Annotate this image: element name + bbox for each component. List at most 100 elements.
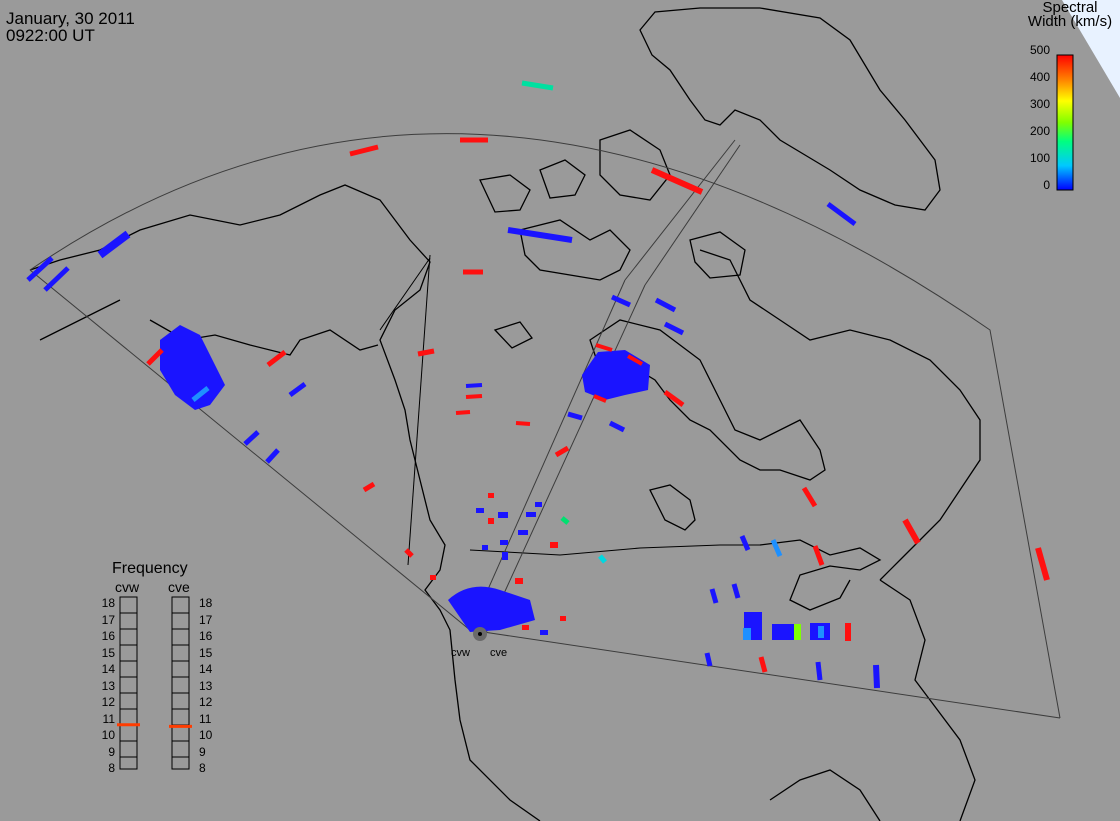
radar-site-label-cve: cve [490,647,508,659]
alaska-westcoast [29,184,541,821]
color-scale-tick: 300 [1029,97,1050,111]
east-coast [879,579,976,821]
frequency-level-label: 15 [199,645,213,660]
gauge-ticks [120,612,189,758]
color-scale-title-2: Width (km/s) [1027,13,1113,30]
speckle [488,493,494,498]
frequency-level-label: 13 [101,678,115,693]
arctic-island-5 [689,231,746,279]
frequency-title: Frequency [112,560,188,577]
streak [43,266,70,292]
near-range-fan [448,586,535,632]
arctic-island-3 [479,174,531,213]
radar-site-label-cvw: cvw [451,647,470,659]
backscatter-greatlakes-cluster [743,612,851,641]
streak [650,167,704,195]
frequency-level-label: 8 [199,761,206,775]
frequency-level-label: 12 [101,695,115,709]
us-canada-border [469,544,760,556]
block [794,624,801,640]
streak [97,230,131,259]
frequency-radar-label-cvw: cvw [115,579,140,595]
arctic-island-2 [599,129,671,201]
streak [731,583,741,599]
speckle [518,530,528,535]
speckle [526,512,536,517]
frequency-level-label: 11 [102,711,115,726]
streak [758,656,768,673]
arctic-island-4 [539,159,586,199]
backscatter-central-cluster [582,343,650,403]
streak [191,386,210,402]
corner-fold [1062,0,1120,98]
speckle [535,502,542,507]
frequency-level-label: 13 [199,678,213,693]
speckle [540,630,548,635]
speckle [488,518,494,524]
time-label: 0922:00 UT [6,26,95,45]
streak [265,448,280,464]
streak [595,343,613,352]
frequency-level-label: 10 [101,728,115,742]
radar-site-dot [478,632,482,636]
streak [627,354,643,366]
frequency-level-label: 12 [199,695,213,709]
streak [709,588,719,604]
streak [812,545,825,566]
speckle [515,578,523,584]
coastlines [29,7,981,821]
color-scale-tick: 100 [1029,151,1050,165]
frequency-gauges [117,596,192,770]
streak [288,381,307,398]
streak [417,348,435,357]
streak [554,445,570,458]
frequency-level-label: 8 [108,761,115,775]
fov-beam-2-ext [644,144,741,286]
gauge-cvw [119,596,138,770]
frequency-level-label: 16 [101,629,115,643]
yukon-border [379,257,431,331]
streak [663,389,685,408]
streak [465,383,483,388]
streak [801,486,818,508]
speckle [476,508,484,513]
streak [521,80,554,91]
streak [243,430,260,446]
streak [266,350,287,367]
color-scale-title-1: Spectral [1042,0,1098,16]
speckle [522,625,529,630]
inland-lakes [649,484,696,531]
streak [873,664,880,689]
great-lakes [759,539,882,611]
streak [146,348,164,366]
streak [515,421,531,426]
streak [704,652,713,667]
frequency-level-label: 14 [101,662,115,676]
frequency-level-label: 17 [199,612,213,627]
backscatter-streaks [26,80,1050,689]
arctic-island-1 [519,219,631,281]
streak [770,538,783,558]
streak [608,420,626,433]
streak [465,394,483,399]
streak [1035,547,1050,581]
streak [815,661,823,681]
frequency-level-label: 16 [199,629,213,643]
frequency-level-label: 11 [199,711,212,726]
block [772,624,794,640]
gulf-coast [769,769,881,821]
frequency-level-label: 15 [101,645,115,660]
fov-west-edge [29,269,471,631]
streak [26,256,54,282]
alaska-cluster-main [160,325,225,410]
frequency-level-label: 17 [101,612,115,627]
speckle [498,512,508,518]
block [845,623,851,641]
labrador-coast [699,249,981,581]
streak [362,481,376,493]
streak [404,548,414,558]
streak [598,554,607,564]
block [818,626,824,638]
